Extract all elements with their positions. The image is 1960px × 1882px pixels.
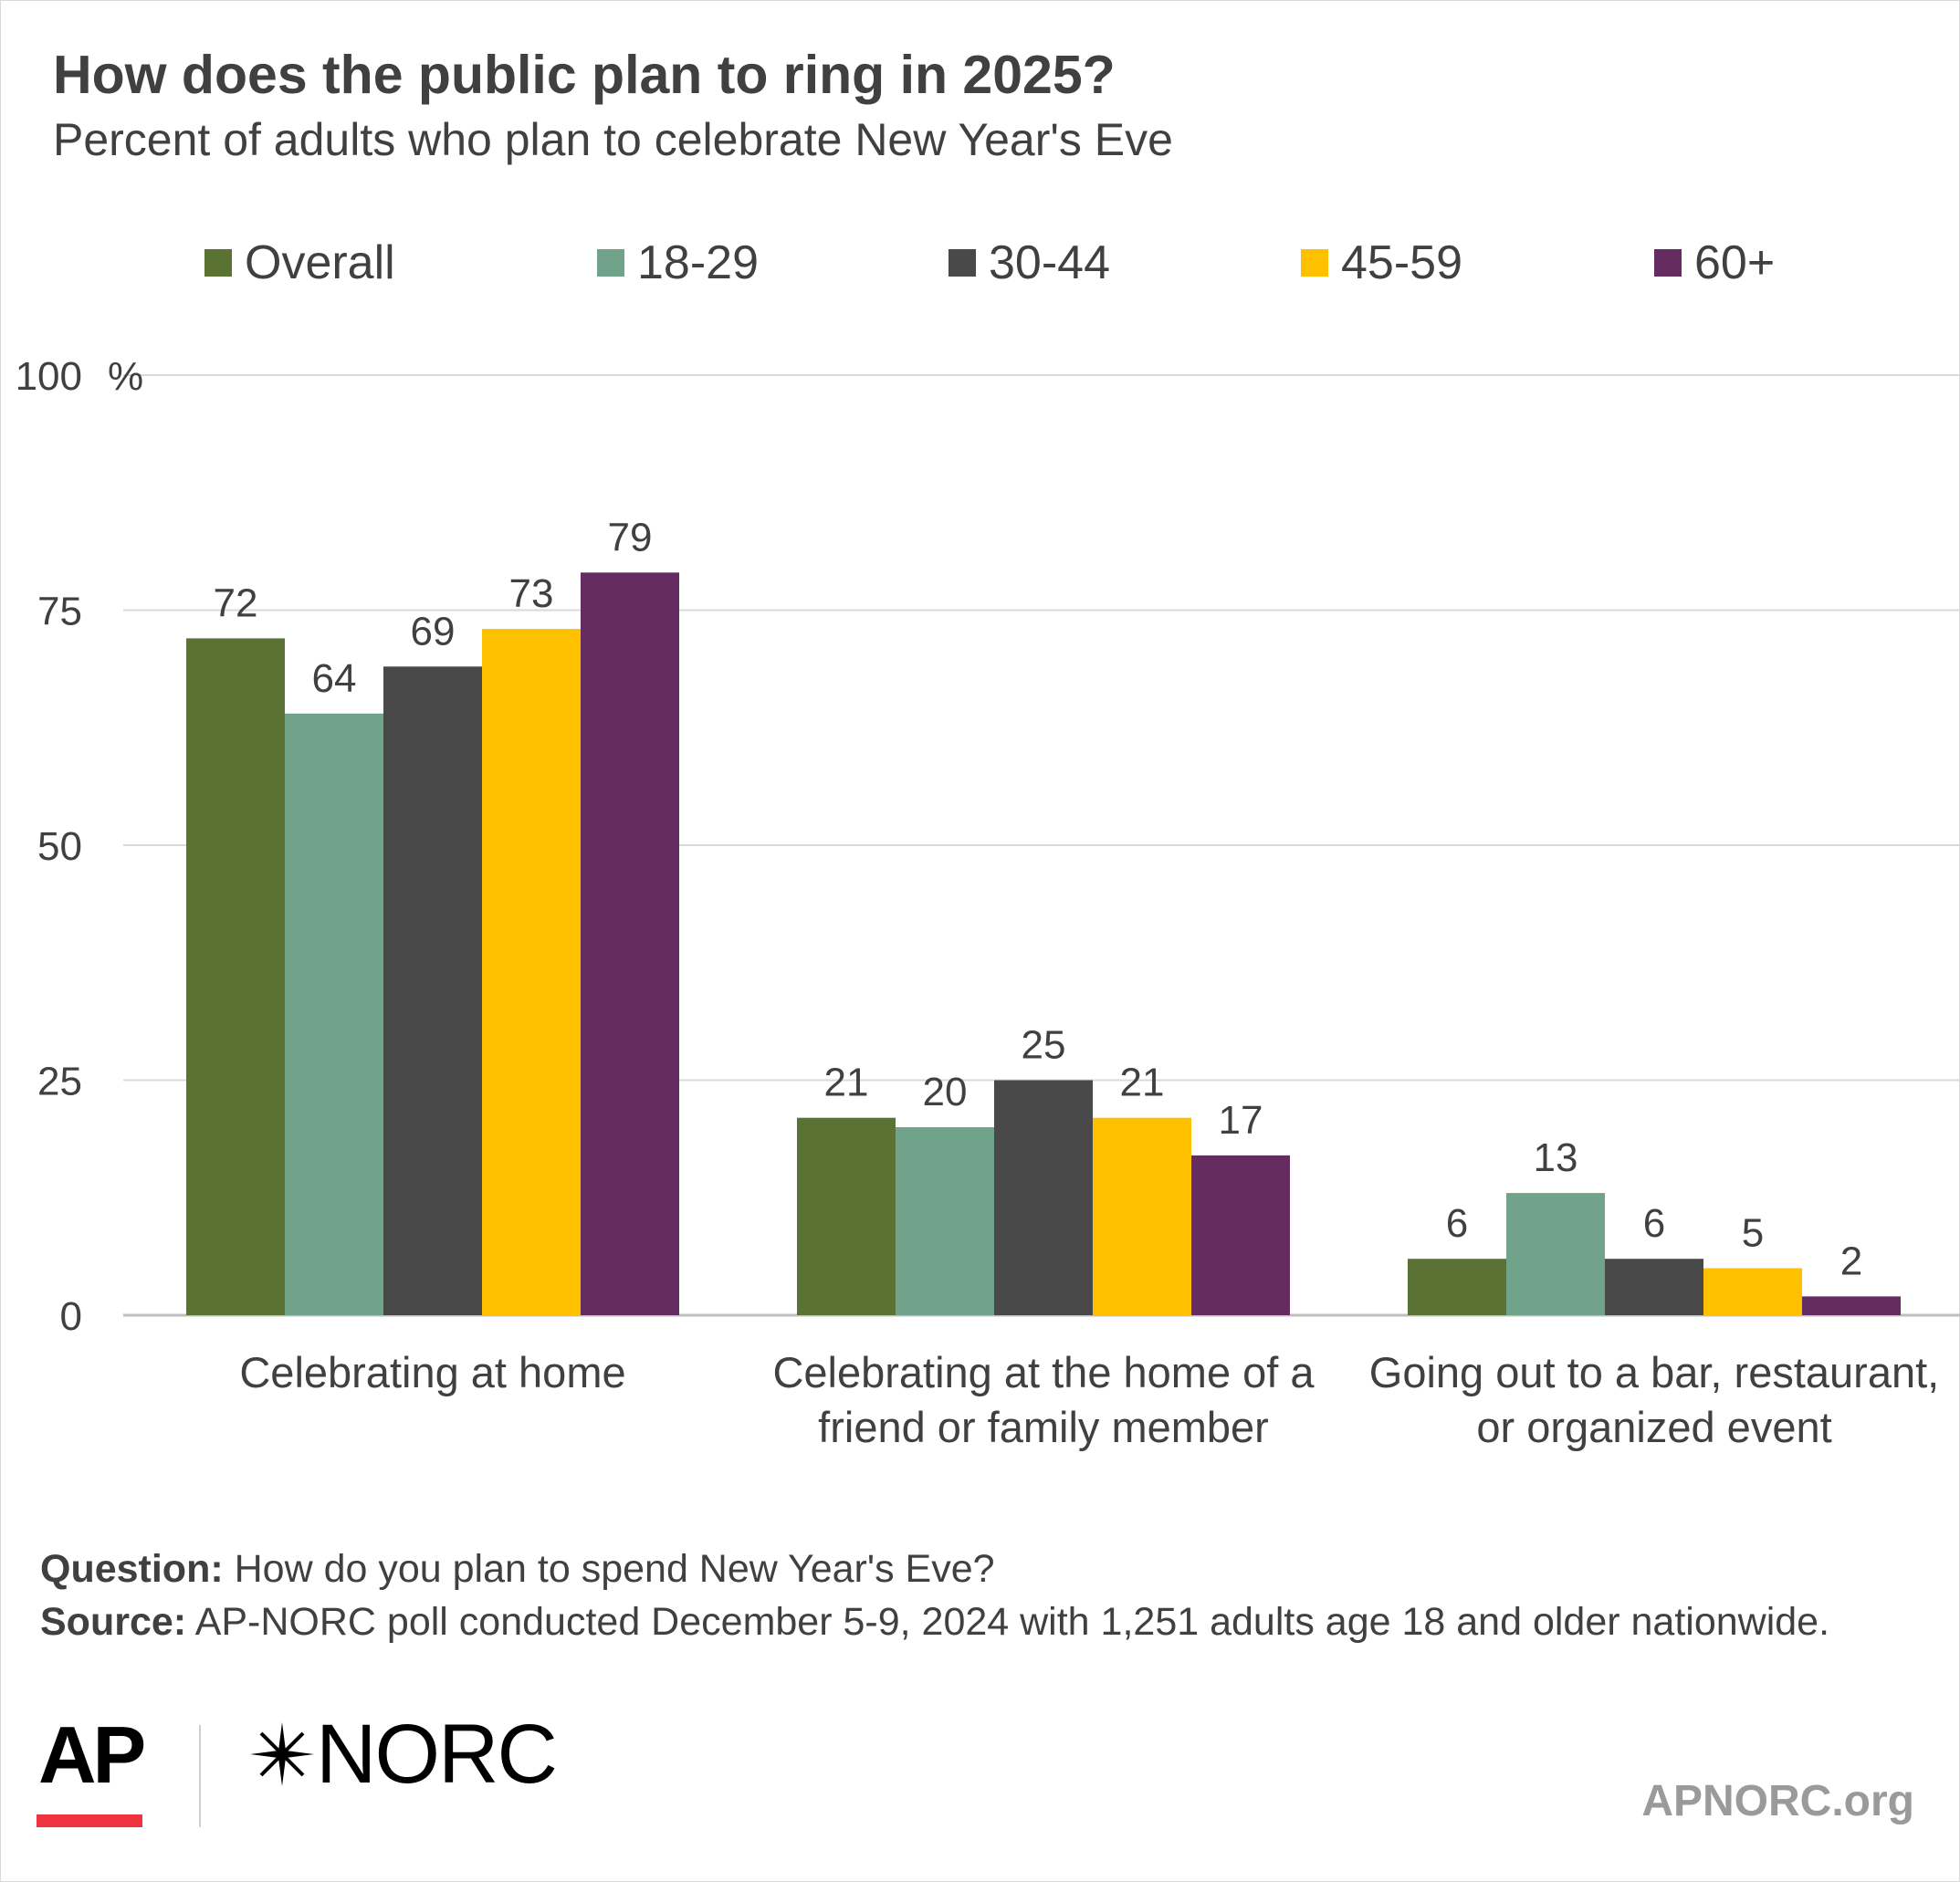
legend-item: 18-29 <box>597 235 759 290</box>
source-text: AP-NORC poll conducted December 5-9, 202… <box>194 1600 1830 1644</box>
legend-label: 30-44 <box>989 236 1110 289</box>
data-label: 79 <box>608 515 653 559</box>
x-category-label: Going out to a bar, restaurant, <box>1369 1348 1939 1396</box>
data-label: 13 <box>1534 1135 1578 1180</box>
y-tick-label: 100 <box>16 354 82 399</box>
x-category-label: Celebrating at the home of a <box>772 1348 1315 1396</box>
legend-item: 30-44 <box>949 235 1110 290</box>
data-label: 73 <box>509 571 554 616</box>
x-category-label: Celebrating at home <box>239 1348 625 1396</box>
y-unit-label: % <box>108 354 143 399</box>
bar <box>482 629 581 1315</box>
bar <box>994 1080 1093 1315</box>
norc-logo: NORC <box>248 1707 558 1801</box>
legend-swatch <box>597 249 624 277</box>
bar <box>1506 1193 1605 1315</box>
ap-logo-accent-bar <box>37 1814 142 1827</box>
norc-logo-text: NORC <box>316 1707 558 1801</box>
legend-item: 60+ <box>1654 235 1775 290</box>
data-label: 21 <box>1120 1061 1165 1105</box>
data-label: 69 <box>411 609 456 653</box>
legend-label: 60+ <box>1694 236 1776 289</box>
bar <box>1191 1155 1290 1315</box>
bar <box>581 572 679 1315</box>
legend-item: 45-59 <box>1301 235 1462 290</box>
y-tick-label: 0 <box>60 1294 82 1339</box>
data-label: 2 <box>1840 1239 1862 1283</box>
data-label: 6 <box>1643 1201 1665 1246</box>
question-note: Question: How do you plan to spend New Y… <box>40 1542 1912 1595</box>
question-label: Question: <box>40 1547 224 1591</box>
source-note: Source: AP-NORC poll conducted December … <box>40 1595 1912 1648</box>
bar <box>1703 1268 1802 1315</box>
data-label: 6 <box>1446 1201 1468 1246</box>
legend-item: Overall <box>204 235 395 290</box>
bar <box>797 1117 896 1315</box>
website-link[interactable]: APNORC.org <box>1641 1777 1914 1825</box>
bar <box>186 638 285 1315</box>
legend-label: 45-59 <box>1341 236 1462 289</box>
legend-label: 18-29 <box>637 236 759 289</box>
legend-swatch <box>204 249 232 277</box>
footer-notes: Question: How do you plan to spend New Y… <box>40 1542 1912 1648</box>
data-label: 20 <box>923 1070 968 1114</box>
x-category-label: or organized event <box>1476 1403 1831 1451</box>
norc-star-icon <box>250 1722 314 1786</box>
data-label: 21 <box>824 1061 869 1105</box>
bar <box>1408 1259 1506 1315</box>
bar <box>1605 1259 1703 1315</box>
source-label: Source: <box>40 1600 187 1644</box>
data-label: 5 <box>1742 1211 1764 1256</box>
bar <box>896 1127 994 1315</box>
chart-subtitle: Percent of adults who plan to celebrate … <box>53 114 1173 165</box>
data-label: 25 <box>1022 1023 1066 1068</box>
y-tick-label: 25 <box>37 1060 82 1104</box>
bar <box>285 713 383 1315</box>
y-tick-label: 50 <box>37 824 82 869</box>
bar <box>1093 1117 1191 1315</box>
y-tick-label: 75 <box>37 590 82 634</box>
legend-label: Overall <box>245 236 395 289</box>
bar <box>1802 1296 1901 1315</box>
ap-logo: AP <box>38 1709 146 1800</box>
data-label: 64 <box>312 656 357 701</box>
bar <box>383 666 482 1315</box>
question-text: How do you plan to spend New Year's Eve? <box>234 1547 995 1591</box>
chart-title: How does the public plan to ring in 2025… <box>53 45 1116 105</box>
data-label: 17 <box>1219 1098 1263 1143</box>
data-label: 72 <box>214 580 258 625</box>
logo-divider <box>199 1725 201 1827</box>
legend-swatch <box>1654 249 1682 277</box>
legend-swatch <box>949 249 976 277</box>
legend-swatch <box>1301 249 1328 277</box>
x-category-label: friend or family member <box>818 1403 1269 1451</box>
